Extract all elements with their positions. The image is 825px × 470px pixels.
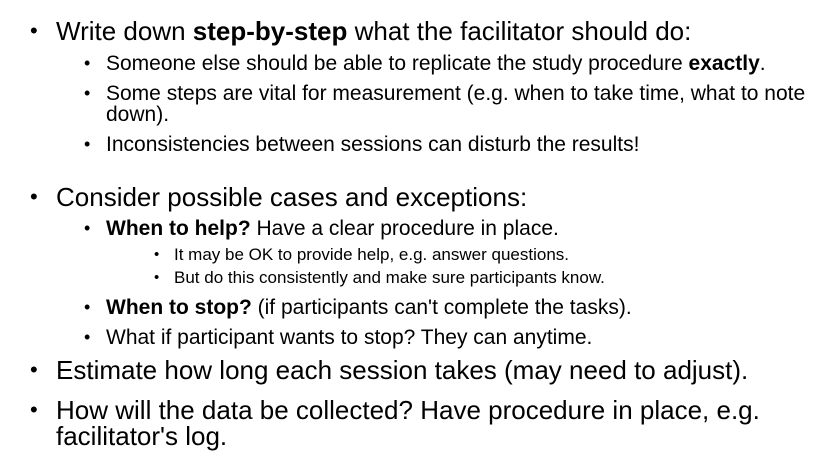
text-segment: Some steps are vital for measurement (e.… xyxy=(106,82,806,126)
bullet-icon: • xyxy=(154,246,160,263)
sub-bullet-participant-stop: • What if participant wants to stop? The… xyxy=(84,327,810,348)
sub-sub-bullet-consistently: • But do this consistently and make sure… xyxy=(154,268,810,288)
bold-text: exactly xyxy=(688,52,760,75)
bullet-icon: • xyxy=(154,269,160,286)
bullet-item-data-collection: • How will the data be collected? Have p… xyxy=(30,397,810,449)
text-segment: How will the data be collected? Have pro… xyxy=(56,395,760,451)
bullet-icon: • xyxy=(84,134,91,154)
sub-bullet-replicate: • Someone else should be able to replica… xyxy=(84,53,810,74)
sub-bullet-list: • When to help? Have a clear procedure i… xyxy=(84,218,810,348)
bullet-text-step-by-step: • Write down step-by-step what the facil… xyxy=(30,18,810,44)
sub-bullet-when-to-help: • When to help? Have a clear procedure i… xyxy=(84,218,810,288)
text-segment: Write down xyxy=(56,16,193,46)
bullet-text-cases-exceptions: • Consider possible cases and exceptions… xyxy=(30,184,810,210)
bullet-icon: • xyxy=(30,184,38,209)
text-segment: Someone else should be able to replicate… xyxy=(106,52,689,75)
sub-bullet-when-to-stop: • When to stop? (if participants can't c… xyxy=(84,297,810,318)
text-segment: (if participants can't complete the task… xyxy=(251,296,632,319)
sub-sub-bullet-provide-help: • It may be OK to provide help, e.g. ans… xyxy=(154,245,810,265)
text-segment: Consider possible cases and exceptions: xyxy=(56,182,528,212)
sub-sub-bullet-list: • It may be OK to provide help, e.g. ans… xyxy=(154,245,810,288)
bullet-item-estimate-duration: • Estimate how long each session takes (… xyxy=(30,357,810,383)
bullet-icon: • xyxy=(84,83,91,103)
text-segment: But do this consistently and make sure p… xyxy=(174,268,605,287)
bullet-icon: • xyxy=(84,327,91,347)
text-segment: what the facilitator should do: xyxy=(347,16,692,46)
text-segment: Have a clear procedure in place. xyxy=(250,217,559,240)
bullet-icon: • xyxy=(30,357,38,382)
sub-bullet-inconsistencies: • Inconsistencies between sessions can d… xyxy=(84,134,810,155)
bullet-item-cases-exceptions: • Consider possible cases and exceptions… xyxy=(30,184,810,357)
bullet-icon: • xyxy=(84,297,91,317)
sub-bullet-measurement: • Some steps are vital for measurement (… xyxy=(84,83,810,125)
bold-text: step-by-step xyxy=(192,16,348,46)
bullet-item-step-by-step: • Write down step-by-step what the facil… xyxy=(30,18,810,164)
text-segment: Inconsistencies between sessions can dis… xyxy=(106,133,640,156)
bullet-icon: • xyxy=(30,397,38,422)
bold-text: When to help? xyxy=(106,217,251,240)
text-segment: . xyxy=(759,52,766,75)
sub-bullet-list: • Someone else should be able to replica… xyxy=(84,53,810,155)
bullet-text-data-collection: • How will the data be collected? Have p… xyxy=(30,397,810,449)
bullet-icon: • xyxy=(84,53,91,73)
bold-text: When to stop? xyxy=(106,296,252,319)
bullet-icon: • xyxy=(84,218,91,238)
bullet-text-estimate-duration: • Estimate how long each session takes (… xyxy=(30,357,810,383)
text-segment: Estimate how long each session takes (ma… xyxy=(56,355,749,385)
bullet-icon: • xyxy=(30,18,38,43)
text-segment: What if participant wants to stop? They … xyxy=(106,326,593,349)
text-segment: It may be OK to provide help, e.g. answe… xyxy=(174,245,569,264)
